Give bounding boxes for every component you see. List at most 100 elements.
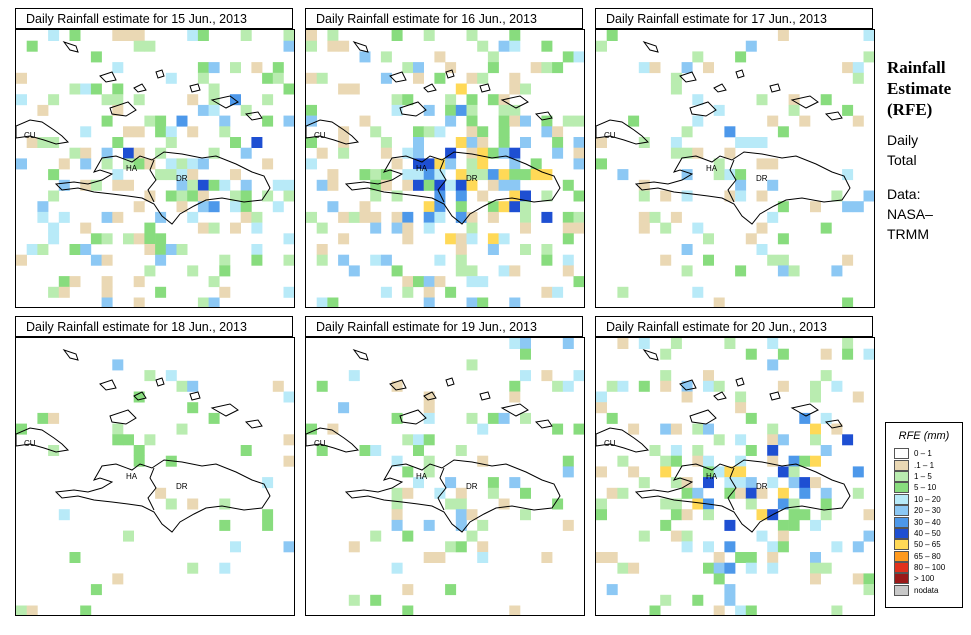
rainfall-cell <box>283 541 294 553</box>
rainfall-cell <box>262 158 274 170</box>
legend-item: 20 – 30 <box>894 505 945 517</box>
rainfall-cell <box>423 179 435 191</box>
rainfall-cell <box>670 423 682 435</box>
rainfall-cell <box>810 573 821 585</box>
island-coastline <box>642 41 659 53</box>
rainfall-cell <box>338 40 350 52</box>
rainfall-grid <box>306 30 584 307</box>
rainfall-cell <box>703 423 714 435</box>
rainfall-cell <box>338 233 350 245</box>
rainfall-cell <box>509 169 521 181</box>
island-coastline <box>399 409 427 425</box>
rainfall-cell <box>520 338 531 349</box>
rainfall-cell <box>423 222 435 234</box>
rainfall-cell <box>455 509 467 521</box>
rainfall-cell <box>810 391 821 403</box>
rainfall-grid <box>16 30 294 307</box>
legend-item: > 100 <box>894 573 945 585</box>
island-coastline <box>99 71 117 83</box>
rainfall-cell <box>445 179 457 191</box>
rainfall-cell <box>724 126 736 138</box>
rainfall-cell <box>219 562 231 574</box>
rainfall-cell <box>477 190 489 202</box>
rainfall-cell <box>90 233 102 245</box>
legend-label: 20 – 30 <box>914 506 941 516</box>
rainfall-cell <box>26 605 38 615</box>
rainfall-cell <box>573 51 584 63</box>
rainfall-cell <box>703 541 714 553</box>
rainfall-cell <box>434 158 446 170</box>
rainfall-cell <box>455 83 467 95</box>
rainfall-cell <box>16 94 27 106</box>
rainfall-cell <box>820 498 832 510</box>
rainfall-cell <box>638 211 650 223</box>
rainfall-cell <box>144 265 156 277</box>
island-coastline <box>210 95 239 109</box>
rainfall-cell <box>327 297 339 307</box>
rainfall-cell <box>660 370 672 382</box>
hispaniola-coastline <box>54 151 271 225</box>
rainfall-cell <box>573 137 584 148</box>
rainfall-cell <box>509 605 521 615</box>
rainfall-cell <box>187 498 199 510</box>
rainfall-cell <box>660 254 672 266</box>
panel-title: Daily Rainfall estimate for 17 Jun., 201… <box>595 8 873 29</box>
legend-item: 50 – 65 <box>894 539 945 551</box>
rainfall-cell <box>788 466 800 478</box>
rainfall-cell <box>660 519 672 531</box>
rainfall-cell <box>670 477 682 489</box>
rainfall-cell <box>767 445 779 456</box>
rainfall-cell <box>810 552 821 563</box>
rainfall-cell <box>348 594 360 606</box>
rainfall-cell <box>434 179 446 191</box>
rainfall-cell <box>230 201 241 213</box>
rainfall-cell <box>466 233 478 245</box>
rainfall-cell <box>745 412 757 424</box>
rainfall-cell <box>509 201 521 213</box>
rainfall-cell <box>509 147 521 159</box>
rainfall-cell <box>445 584 457 596</box>
rainfall-cell <box>306 423 317 435</box>
country-label-dominican_republic: DR <box>176 482 188 491</box>
rainfall-cell <box>509 391 521 403</box>
rainfall-cell <box>466 94 478 106</box>
rainfall-cell <box>820 509 832 521</box>
rainfall-cell <box>520 509 531 521</box>
panel-16-jun: Daily Rainfall estimate for 16 Jun., 201… <box>305 8 585 308</box>
rainfall-cell <box>670 83 682 95</box>
rainfall-cell <box>101 297 113 307</box>
rainfall-cell <box>434 126 446 138</box>
rainfall-cell <box>348 265 360 277</box>
rainfall-cell <box>596 509 607 521</box>
rainfall-cell <box>176 244 188 255</box>
rainfall-cell <box>391 380 403 392</box>
rainfall-cell <box>810 455 821 467</box>
legend-swatch <box>894 448 909 460</box>
rainfall-cell <box>391 498 403 510</box>
legend-title: RFE (mm) <box>898 430 950 442</box>
rainfall-cell <box>26 40 38 52</box>
rainfall-cell <box>69 30 81 41</box>
rainfall-cell <box>26 137 38 148</box>
rainfall-cell <box>155 286 167 298</box>
rainfall-cell <box>606 412 618 424</box>
rainfall-cell <box>509 72 521 84</box>
rainfall-cell <box>144 190 156 202</box>
rainfall-cell <box>133 297 145 307</box>
rainfall-cell <box>660 190 672 202</box>
rainfall-cell <box>660 498 672 510</box>
rainfall-cell <box>767 562 779 574</box>
rainfall-cell <box>359 169 371 181</box>
rainfall-cell <box>724 190 736 202</box>
rainfall-cell <box>455 137 467 148</box>
rainfall-cell <box>391 104 403 116</box>
rainfall-cell <box>16 254 27 266</box>
island-coastline <box>244 111 263 121</box>
hispaniola-coastline <box>344 459 561 533</box>
rainfall-cell <box>262 477 274 489</box>
island-coastline <box>423 391 437 401</box>
rainfall-cell <box>552 147 564 159</box>
rainfall-cell <box>713 552 725 563</box>
rainfall-cell <box>133 94 145 106</box>
